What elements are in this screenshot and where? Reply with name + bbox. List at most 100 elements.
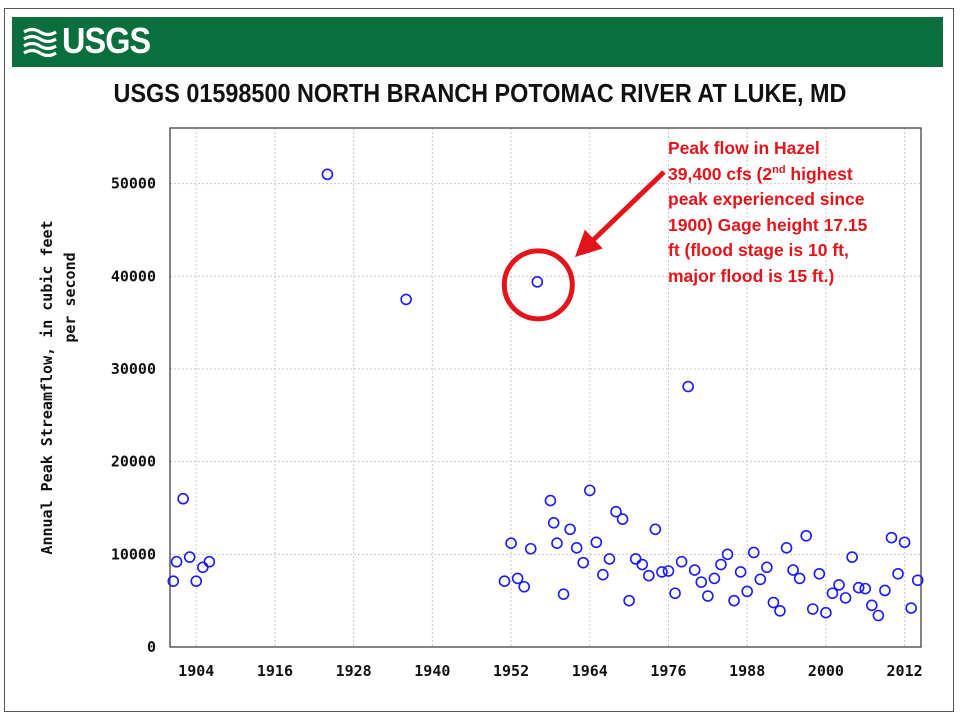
x-tick-label: 2012 [887,662,923,680]
y-axis-label-line2: per second [61,252,79,342]
data-point [544,494,557,507]
y-tick-label: 10000 [111,545,156,563]
data-point [852,581,865,594]
data-point [177,492,189,505]
points-layer [167,168,924,622]
data-point [564,523,576,536]
data-point [649,523,662,536]
data-point [190,575,203,587]
y-tick-label: 50000 [111,175,156,193]
data-point [780,542,793,554]
data-point [505,537,517,550]
data-point [577,556,590,569]
usgs-logo[interactable]: USGS [22,20,172,64]
data-point [741,585,753,598]
data-point [623,594,635,607]
data-point [682,380,694,393]
data-point [859,582,872,595]
data-point [656,566,668,578]
data-point [866,599,878,612]
annotation-arrow [585,170,666,248]
y-tick-label: 0 [147,638,156,656]
annotation-line: Peak flow in Hazel [668,138,820,158]
data-point [203,555,216,568]
data-point [833,579,845,591]
plot-area [169,127,922,648]
data-point [643,569,655,582]
data-point [590,536,603,549]
chart-title: USGS 01598500 NORTH BRANCH POTOMAC RIVER… [113,78,847,108]
x-tick-label: 1940 [414,662,450,680]
figure-frame [4,8,954,712]
x-tick-label: 1916 [257,662,293,680]
data-point [524,542,537,555]
data-point [518,580,530,593]
data-point [636,558,649,571]
data-point [662,565,675,577]
annotation-line: major flood is 15 ft.) [668,265,835,286]
data-point [898,536,911,549]
data-point [774,605,786,617]
data-point [820,606,832,619]
data-point [879,584,891,597]
data-point [688,564,701,576]
data-point [754,573,767,586]
data-point [669,587,681,600]
data-point [551,537,563,550]
y-axis-label: Annual Peak Streamflow, in cubic feet pe… [38,220,79,554]
data-point [787,564,799,576]
usgs-header-banner: USGS [12,17,943,67]
data-point [721,548,734,561]
data-point [531,276,544,288]
data-point [695,576,708,588]
data-point [813,567,826,580]
data-point [629,553,642,565]
data-point [839,592,852,604]
data-point [597,568,609,581]
y-axis-label-line1: Annual Peak Streamflow, in cubic feet [38,220,56,554]
data-point [321,168,334,181]
data-point [734,566,747,578]
highlight-circle [501,248,575,322]
data-point [892,567,904,580]
data-point [167,575,180,587]
annotation-line: 39,400 cfs (2nd highest [668,163,853,184]
data-point [826,587,839,600]
data-point [170,555,183,568]
data-point [793,572,806,585]
data-point [557,588,570,600]
usgs-logo-text: USGS [62,20,151,61]
data-point [196,561,209,574]
data-point [905,602,917,614]
highlight-layer [501,170,666,322]
data-point [846,551,858,563]
data-point [806,603,819,615]
data-point [570,542,583,554]
data-point [498,575,511,587]
data-point [715,558,727,571]
data-point [183,551,196,563]
y-tick-label: 40000 [111,267,156,285]
annotation-line: peak experienced since [668,189,865,209]
usgs-wave-icon [23,27,57,58]
data-point [767,596,780,609]
data-point [400,293,412,306]
annotation-arrowhead [575,229,603,257]
data-point [800,529,813,542]
data-point [511,572,524,585]
x-tick-label: 1964 [572,662,608,680]
data-point [885,531,898,544]
data-point [911,574,924,587]
x-tick-label: 1976 [650,662,686,680]
x-tick-label: 1988 [729,662,765,680]
data-point [761,561,773,574]
data-point [547,517,560,529]
data-point [603,553,616,565]
x-tick-label: 2000 [808,662,844,680]
annotation-line: 1900) Gage height 17.15 [668,214,868,235]
data-point [872,609,885,622]
hazel-annotation: Peak flow in Hazel 39,400 cfs (2nd highe… [668,136,918,289]
y-tick-label: 20000 [111,453,156,471]
x-tick-label: 1928 [336,662,372,680]
